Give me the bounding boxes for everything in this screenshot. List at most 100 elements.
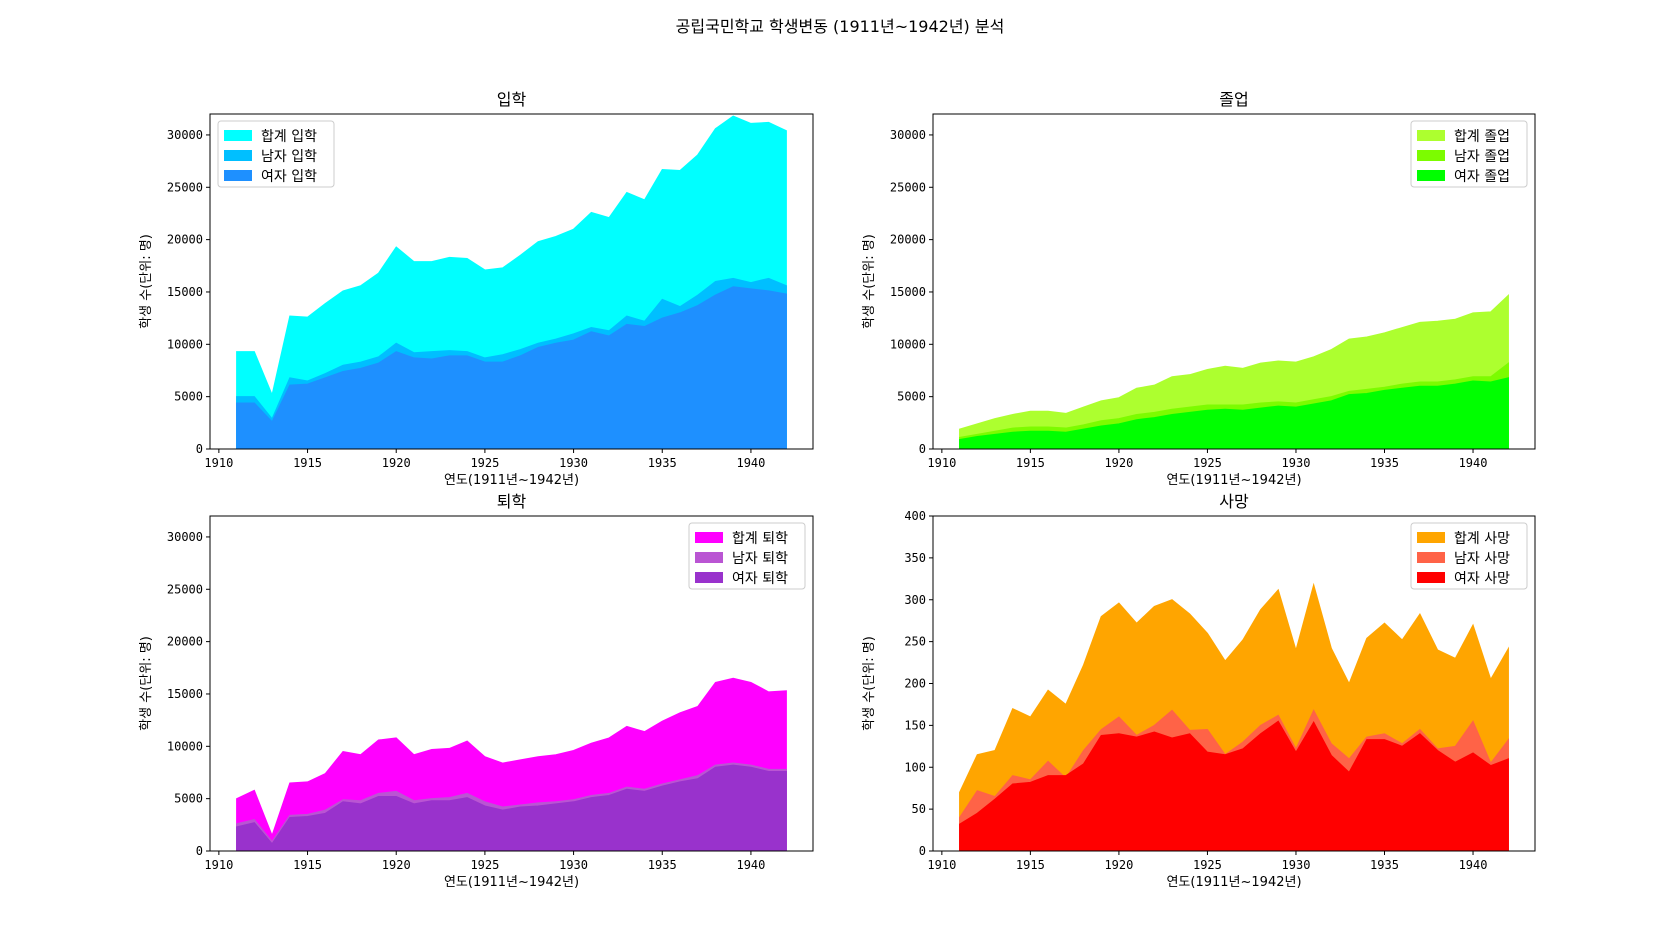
x-tick-label: 1935 (648, 858, 677, 872)
legend-label: 합계 입학 (261, 129, 317, 145)
axes-frame (209, 113, 814, 450)
legend-swatch (1417, 552, 1445, 563)
legend-label: 여자 입학 (261, 169, 317, 185)
y-axis-label: 학생 수(단위: 명) (139, 234, 154, 329)
x-tick-label: 1940 (736, 456, 765, 470)
y-tick-label: 25000 (890, 180, 926, 194)
y-tick-label: 25000 (167, 180, 203, 194)
x-axis-label: 연도(1911년~1942년) (1166, 875, 1301, 890)
x-tick-label: 1920 (382, 456, 411, 470)
area-series-death-2 (959, 720, 1509, 852)
y-tick-label: 30000 (167, 128, 203, 142)
x-tick-label: 1915 (293, 858, 322, 872)
subplot-title: 사망 (1219, 492, 1249, 511)
x-tick-label: 1925 (1193, 456, 1222, 470)
y-tick-label: 150 (904, 718, 926, 732)
figure-title: 공립국민학교 학생변동 (1911년~1942년) 분석 (676, 17, 1005, 36)
x-tick-label: 1930 (1282, 858, 1311, 872)
subplot-death: 1910 1915 1920 1925 1930 1935 1940 0 50 100 150 200… (862, 492, 1536, 890)
subplot-admission: 1910 1915 1920 1925 1930 1935 1940 0 5000 10000 15… (139, 90, 814, 488)
subplot-title: 퇴학 (497, 492, 527, 511)
y-tick-label: 15000 (167, 687, 203, 701)
x-tick-label: 1940 (1459, 456, 1488, 470)
y-tick-label: 20000 (167, 233, 203, 247)
y-tick-label: 50 (912, 802, 926, 816)
x-tick-label: 1915 (293, 456, 322, 470)
x-tick-label: 1930 (559, 456, 588, 470)
legend-swatch (224, 170, 252, 181)
legend-swatch (695, 532, 723, 543)
y-tick-label: 20000 (167, 635, 203, 649)
y-tick-label: 5000 (174, 390, 203, 404)
subplots: 1910 1915 1920 1925 1930 1935 1940050001000015… (139, 90, 1536, 890)
x-tick-label: 1935 (1370, 456, 1399, 470)
x-tick-label: 1925 (470, 858, 499, 872)
x-tick-label: 1910 (204, 456, 233, 470)
x-axis-label: 연도(1911년~1942년) (444, 875, 579, 890)
axes-frame (209, 515, 814, 852)
y-tick-label: 30000 (167, 530, 203, 544)
legend-label: 남자 퇴학 (732, 551, 788, 567)
legend-swatch (1417, 130, 1445, 141)
x-tick-label: 1920 (1104, 858, 1133, 872)
y-axis-label: 학생 수(단위: 명) (862, 636, 877, 731)
x-tick-label: 1910 (927, 456, 956, 470)
legend-swatch (695, 552, 723, 563)
y-tick-label: 0 (919, 442, 926, 456)
x-tick-label: 1915 (1016, 456, 1045, 470)
legend-label: 여자 졸업 (1454, 169, 1510, 185)
legend-swatch (224, 150, 252, 161)
area-series-dropout-2 (236, 764, 787, 852)
subplot-dropout: 1910 1915 1920 1925 1930 1935 1940 0 5000 10000 15… (139, 492, 814, 890)
legend-label: 남자 입학 (261, 149, 317, 165)
y-tick-label: 0 (196, 442, 203, 456)
x-tick-label: 1920 (382, 858, 411, 872)
legend-label: 여자 퇴학 (732, 571, 788, 587)
x-tick-label: 1935 (648, 456, 677, 470)
x-tick-label: 1910 (927, 858, 956, 872)
legend-swatch (1417, 532, 1445, 543)
y-tick-label: 100 (904, 760, 926, 774)
x-tick-label: 1915 (1016, 858, 1045, 872)
y-tick-label: 300 (904, 593, 926, 607)
subplot-title: 입학 (497, 90, 527, 109)
x-tick-label: 1920 (1104, 456, 1133, 470)
y-axis-label: 학생 수(단위: 명) (139, 636, 154, 731)
subplot-graduation: 1910 1915 1920 1925 1930 1935 1940 0 5000 10000 15… (862, 90, 1536, 488)
y-tick-label: 15000 (890, 285, 926, 299)
legend-label: 남자 졸업 (1454, 149, 1510, 165)
y-tick-label: 400 (904, 509, 926, 523)
y-tick-label: 20000 (890, 233, 926, 247)
legend-label: 합계 사망 (1454, 531, 1510, 547)
x-axis-label: 연도(1911년~1942년) (444, 473, 579, 488)
x-tick-label: 1940 (1459, 858, 1488, 872)
y-tick-label: 10000 (167, 337, 203, 351)
legend-label: 여자 사망 (1454, 571, 1510, 587)
y-tick-label: 15000 (167, 285, 203, 299)
legend-label: 합계 퇴학 (732, 531, 788, 547)
y-tick-label: 0 (196, 844, 203, 858)
x-tick-label: 1940 (736, 858, 765, 872)
x-tick-label: 1935 (1370, 858, 1399, 872)
y-tick-label: 0 (919, 844, 926, 858)
legend-label: 남자 사망 (1454, 551, 1510, 567)
x-axis-label: 연도(1911년~1942년) (1166, 473, 1301, 488)
y-tick-label: 5000 (897, 390, 926, 404)
y-tick-label: 30000 (890, 128, 926, 142)
legend-label: 합계 졸업 (1454, 129, 1510, 145)
y-tick-label: 10000 (167, 739, 203, 753)
y-tick-label: 200 (904, 677, 926, 691)
legend-swatch (695, 572, 723, 583)
area-series-graduation-2 (959, 377, 1509, 450)
y-tick-label: 5000 (174, 792, 203, 806)
legend-swatch (1417, 572, 1445, 583)
legend-swatch (1417, 150, 1445, 161)
x-tick-label: 1930 (559, 858, 588, 872)
y-tick-label: 10000 (890, 337, 926, 351)
area-series-admission-2 (236, 286, 787, 450)
